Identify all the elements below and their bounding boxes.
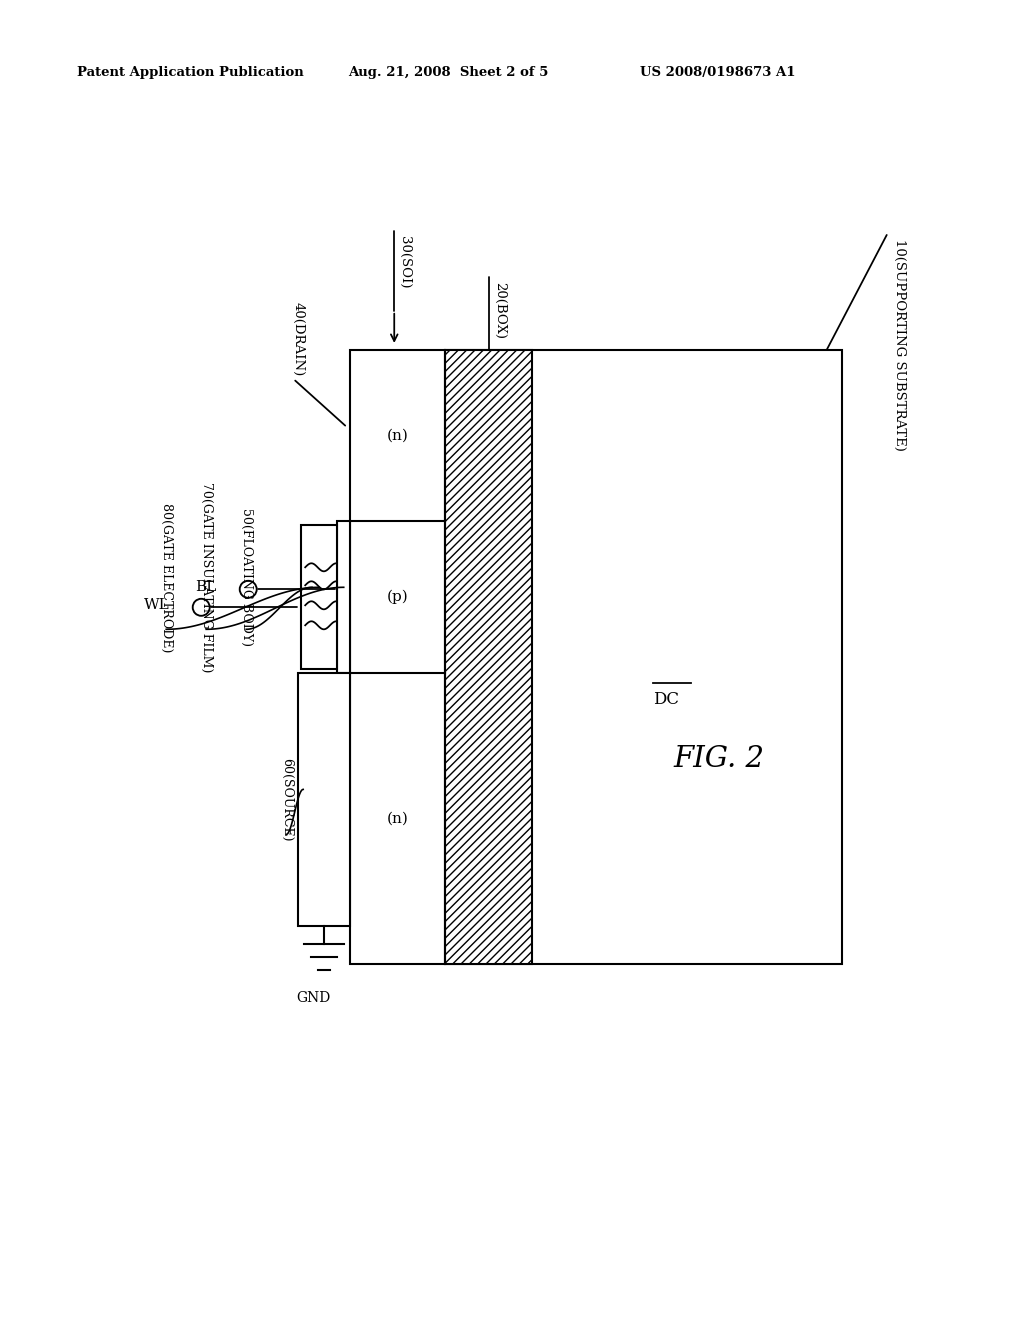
Text: 20(BOX): 20(BOX) xyxy=(493,282,506,339)
Text: US 2008/0198673 A1: US 2008/0198673 A1 xyxy=(640,66,796,79)
Text: 80(GATE ELECTRODE): 80(GATE ELECTRODE) xyxy=(160,503,173,652)
Text: 40(DRAIN): 40(DRAIN) xyxy=(291,302,304,376)
Text: WL: WL xyxy=(143,598,169,612)
Text: 30(SOI): 30(SOI) xyxy=(398,236,412,289)
Bar xyxy=(337,521,350,673)
Text: FIG. 2: FIG. 2 xyxy=(673,744,764,774)
Text: BL: BL xyxy=(195,581,216,594)
Bar xyxy=(301,525,337,669)
Bar xyxy=(445,350,532,964)
Bar xyxy=(350,350,842,964)
Text: (p): (p) xyxy=(387,590,409,605)
Text: Patent Application Publication: Patent Application Publication xyxy=(77,66,303,79)
Text: 70(GATE INSULATING FILM): 70(GATE INSULATING FILM) xyxy=(200,482,213,672)
Text: (n): (n) xyxy=(387,812,409,825)
Text: 60(SOURCE): 60(SOURCE) xyxy=(280,758,293,841)
Text: Aug. 21, 2008  Sheet 2 of 5: Aug. 21, 2008 Sheet 2 of 5 xyxy=(348,66,549,79)
Text: 10(SUPPORTING SUBSTRATE): 10(SUPPORTING SUBSTRATE) xyxy=(893,239,905,451)
Text: DC: DC xyxy=(653,692,679,708)
Text: GND: GND xyxy=(296,990,331,1005)
Bar xyxy=(298,673,350,925)
Text: 50(FLOATING BODY): 50(FLOATING BODY) xyxy=(240,508,253,647)
Text: (n): (n) xyxy=(387,429,409,442)
